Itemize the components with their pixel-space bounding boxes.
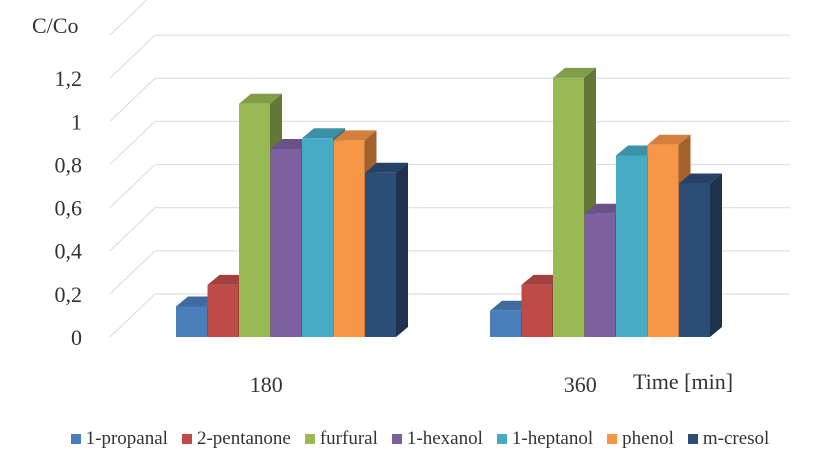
ticks-layer: 0 0,2 0,4 0,6 0,8 1 1,2 180 360 — [55, 66, 597, 397]
y-tick-label: 1,2 — [55, 66, 83, 91]
y-tick-label: 0,8 — [55, 152, 83, 177]
legend-label: 1-hexanol — [406, 428, 483, 449]
gridline — [109, 34, 790, 79]
legend-label: m-cresol — [702, 428, 770, 449]
legend-item: furfural — [304, 428, 378, 450]
gridline — [109, 0, 148, 36]
legend-swatch — [391, 434, 402, 444]
y-tick-label: 0,4 — [55, 239, 83, 264]
legend-label: furfural — [319, 428, 378, 449]
legend-label: phenol — [622, 428, 674, 449]
y-tick-label: 0 — [71, 325, 82, 350]
y-tick-label: 0,2 — [55, 282, 83, 307]
legend-label: 2-pentanone — [196, 428, 291, 449]
legend-swatch — [607, 434, 618, 444]
legend-item: 1-heptanol — [496, 428, 594, 450]
legend-item: 2-pentanone — [181, 428, 291, 450]
legend-swatch — [181, 434, 192, 444]
legend: 1-propanal 2-pentanone furfural 1-hexanol 1-… — [0, 428, 840, 450]
y-axis-title: C/Co — [32, 13, 78, 38]
legend-item: 1-propanal — [70, 428, 168, 450]
legend-item: phenol — [607, 428, 674, 450]
legend-item: 1-hexanol — [391, 428, 483, 450]
y-tick-label: 1 — [71, 109, 82, 134]
x-tick-label: 360 — [564, 372, 597, 397]
x-tick-label: 180 — [250, 372, 283, 397]
legend-swatch — [687, 434, 698, 444]
legend-item: m-cresol — [687, 428, 770, 450]
x-axis-title: Time [min] — [633, 369, 733, 394]
legend-swatch — [304, 434, 315, 444]
legend-label: 1-heptanol — [511, 428, 594, 449]
gridline — [109, 77, 790, 122]
bar — [365, 162, 408, 337]
y-tick-label: 0,6 — [55, 196, 83, 221]
bar — [679, 173, 722, 337]
legend-swatch — [70, 434, 81, 444]
legend-label: 1-propanal — [85, 428, 168, 449]
bars-layer — [176, 67, 722, 337]
legend-swatch — [496, 434, 507, 444]
